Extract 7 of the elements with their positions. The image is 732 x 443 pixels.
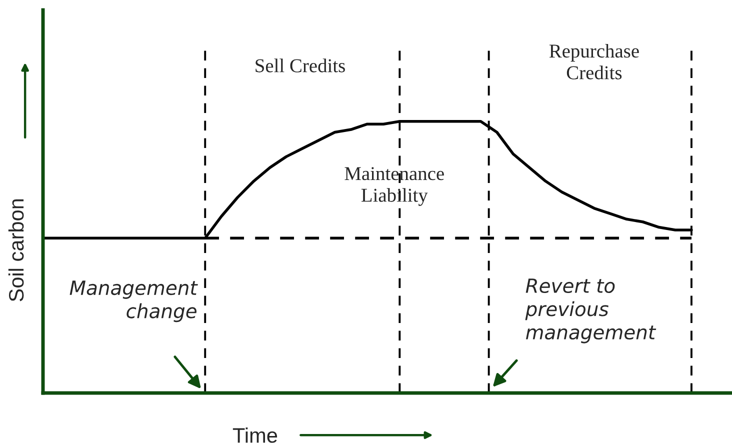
text: Sell Credits xyxy=(256,58,345,72)
x-axis-title: Time xyxy=(232,427,278,443)
text: Repurchase Credits xyxy=(549,44,639,80)
annotation: Revert to previous management xyxy=(525,278,656,344)
y-axis-title: Soil carbon xyxy=(8,199,24,302)
annotation: Maintenance Liability xyxy=(344,167,444,206)
annotation: Management change xyxy=(70,280,198,322)
